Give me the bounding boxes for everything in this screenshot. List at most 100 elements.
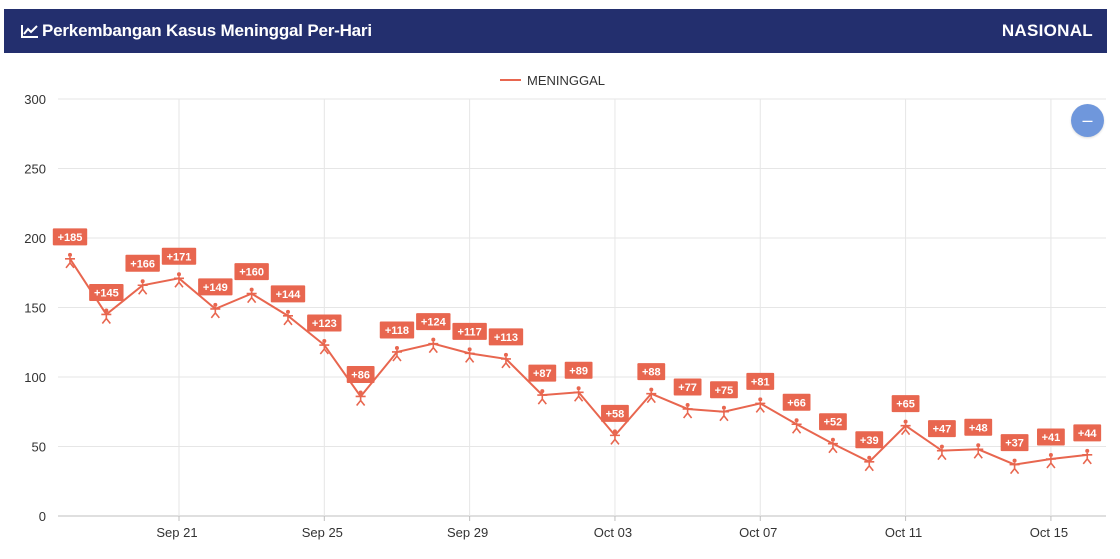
- x-tick-label: Oct 15: [1030, 525, 1068, 540]
- point-marker: [573, 390, 584, 402]
- data-point: +41: [1037, 428, 1065, 469]
- data-point: +58: [601, 404, 629, 445]
- point-marker: [718, 409, 729, 422]
- data-point: +77: [673, 378, 702, 419]
- data-label-bg: [161, 247, 197, 265]
- data-point: +160: [234, 263, 269, 304]
- data-label: +77: [678, 382, 697, 394]
- data-label-bg: [52, 228, 88, 246]
- point-marker: [464, 351, 475, 363]
- y-tick-label: 150: [24, 301, 46, 316]
- data-label-bg: [746, 372, 775, 390]
- point-marker: [827, 441, 838, 454]
- point-marker-head: [431, 337, 436, 342]
- point-marker: [500, 356, 511, 369]
- chart-legend: MENINGGAL: [500, 73, 605, 88]
- data-label-bg: [379, 321, 415, 339]
- data-label-bg: [564, 361, 593, 379]
- point-marker-head: [104, 308, 109, 313]
- scope-label: NASIONAL: [1001, 21, 1093, 40]
- data-label-bg: [855, 431, 884, 449]
- data-label-bg: [1073, 424, 1102, 442]
- data-point: +117: [452, 322, 487, 363]
- data-label-bg: [710, 381, 738, 399]
- point-marker-head: [213, 302, 218, 307]
- point-marker-head: [467, 347, 472, 352]
- point-marker-head: [794, 418, 799, 423]
- point-marker: [973, 447, 984, 459]
- data-label: +37: [1005, 438, 1024, 450]
- point-marker: [609, 433, 620, 445]
- data-label: +81: [751, 376, 770, 388]
- x-tick-label: Oct 07: [739, 525, 777, 540]
- point-marker: [682, 406, 693, 419]
- data-label: +117: [458, 326, 482, 338]
- data-label: +66: [787, 397, 806, 409]
- data-label-bg: [488, 328, 524, 346]
- point-marker: [282, 313, 293, 326]
- point-marker-head: [1048, 453, 1053, 458]
- data-point: +87: [528, 364, 557, 405]
- data-label: +123: [312, 318, 337, 330]
- data-label-bg: [637, 363, 666, 381]
- point-marker-head: [503, 352, 508, 357]
- data-label: +44: [1078, 428, 1098, 440]
- zoom-out-button[interactable]: –: [1071, 104, 1104, 137]
- y-tick-label: 200: [24, 231, 46, 246]
- data-label-bg: [452, 322, 487, 340]
- data-point: +124: [416, 313, 451, 354]
- point-marker: [319, 343, 330, 355]
- x-tick-label: Sep 29: [447, 525, 488, 540]
- data-label: +149: [203, 282, 228, 294]
- data-label: +145: [94, 287, 119, 299]
- point-marker: [1082, 452, 1093, 465]
- data-label-bg: [964, 418, 993, 436]
- data-label-bg: [89, 283, 124, 301]
- y-tick-label: 300: [24, 92, 46, 107]
- point-marker-head: [721, 405, 726, 410]
- point-marker: [900, 423, 911, 436]
- data-point: +149: [198, 278, 233, 319]
- point-marker: [391, 349, 402, 362]
- data-label-bg: [416, 313, 451, 331]
- x-tick-label: Oct 03: [594, 525, 632, 540]
- data-point: +52: [819, 413, 847, 454]
- data-label-bg: [1000, 434, 1029, 452]
- point-marker: [1009, 462, 1020, 475]
- data-label: +87: [533, 368, 552, 380]
- header-title-group: Perkembangan Kasus Meninggal Per-Hari: [20, 21, 1002, 41]
- data-point: +44: [1073, 424, 1102, 465]
- data-label: +39: [860, 435, 879, 447]
- point-marker-head: [758, 397, 763, 402]
- point-marker-head: [612, 429, 617, 434]
- point-marker: [646, 391, 657, 404]
- data-point: +66: [782, 393, 811, 434]
- data-label-bg: [270, 285, 306, 303]
- data-point: +86: [346, 365, 375, 406]
- y-tick-label: 50: [32, 440, 46, 455]
- data-point: +123: [307, 314, 342, 355]
- data-point: +81: [746, 372, 775, 413]
- line-chart-icon: [20, 23, 40, 39]
- point-marker-head: [867, 455, 872, 460]
- point-marker-head: [685, 402, 690, 407]
- data-label-bg: [819, 413, 847, 431]
- data-point: +48: [964, 418, 993, 459]
- point-marker-head: [830, 437, 835, 442]
- point-marker-head: [540, 389, 545, 394]
- data-label: +52: [824, 417, 843, 429]
- chart-header: Perkembangan Kasus Meninggal Per-Hari NA…: [4, 9, 1107, 53]
- zoom-out-icon: –: [1082, 110, 1093, 130]
- x-tick-label: Sep 25: [302, 525, 343, 540]
- data-label: +47: [933, 424, 952, 436]
- data-label: +118: [385, 325, 409, 337]
- data-point: +113: [488, 328, 524, 369]
- data-label: +86: [351, 369, 370, 381]
- point-marker-head: [976, 443, 981, 448]
- data-label-bg: [528, 364, 557, 382]
- point-marker: [755, 401, 766, 413]
- data-point: +47: [928, 420, 956, 461]
- point-marker-head: [358, 390, 363, 395]
- data-label: +58: [606, 408, 625, 420]
- data-point: +118: [379, 321, 415, 362]
